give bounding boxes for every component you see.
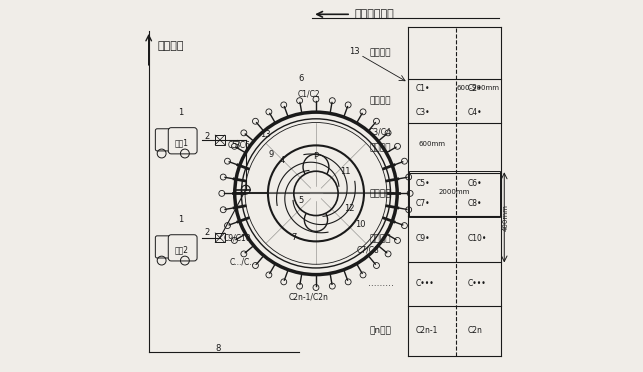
- Text: 第n层土: 第n层土: [370, 326, 392, 336]
- Text: 2000mm: 2000mm: [439, 189, 470, 195]
- Text: C5/C6: C5/C6: [228, 140, 251, 149]
- Text: 3: 3: [234, 141, 239, 150]
- Text: C10•: C10•: [467, 234, 487, 243]
- Text: C2n-1/C2n: C2n-1/C2n: [289, 292, 329, 301]
- Text: P: P: [313, 152, 318, 161]
- Text: C7/C8: C7/C8: [357, 246, 379, 255]
- Text: 第三层土: 第三层土: [370, 144, 392, 153]
- Text: 10: 10: [356, 220, 366, 229]
- Bar: [409, 171, 500, 217]
- Text: C1/C2: C1/C2: [297, 89, 320, 98]
- Text: C2n-1: C2n-1: [415, 326, 438, 336]
- Text: 1: 1: [179, 215, 184, 224]
- Text: 7: 7: [291, 233, 296, 242]
- Text: 600mm: 600mm: [419, 141, 446, 147]
- Text: C9•: C9•: [415, 234, 430, 243]
- Text: C1•: C1•: [415, 84, 430, 93]
- FancyBboxPatch shape: [156, 129, 174, 151]
- Text: 槽车1: 槽车1: [174, 138, 188, 147]
- Text: C.../C...: C.../C...: [229, 258, 257, 267]
- Text: 1: 1: [179, 108, 184, 117]
- Text: 12: 12: [344, 203, 354, 213]
- Text: 11: 11: [340, 167, 350, 176]
- Text: 第一层土: 第一层土: [370, 49, 392, 58]
- Text: 排向大气: 排向大气: [157, 41, 184, 51]
- Text: 盾构推进方向: 盾构推进方向: [355, 9, 394, 19]
- Text: 第五层土: 第五层土: [370, 234, 392, 243]
- Text: C2n: C2n: [467, 326, 482, 336]
- Text: C2•: C2•: [467, 84, 482, 93]
- Text: .........: .........: [368, 279, 394, 288]
- FancyBboxPatch shape: [168, 235, 197, 261]
- Text: 13: 13: [349, 47, 360, 56]
- Text: 6: 6: [298, 74, 304, 83]
- Text: C•••: C•••: [467, 279, 486, 288]
- Bar: [215, 233, 225, 243]
- Circle shape: [294, 171, 338, 215]
- Text: 9: 9: [269, 150, 274, 159]
- Text: C6•: C6•: [467, 179, 482, 188]
- Text: C3•: C3•: [415, 108, 430, 117]
- Text: 8: 8: [215, 344, 221, 353]
- Bar: [215, 135, 225, 145]
- Text: 2: 2: [204, 132, 210, 141]
- Text: 2: 2: [204, 228, 210, 237]
- Text: 4: 4: [280, 155, 285, 165]
- FancyBboxPatch shape: [168, 128, 197, 154]
- Text: 槽车2: 槽车2: [174, 245, 188, 254]
- Text: C7•: C7•: [415, 199, 430, 208]
- Text: C3/C4: C3/C4: [368, 128, 392, 137]
- Text: C9/C10: C9/C10: [223, 234, 251, 243]
- Text: 13: 13: [260, 131, 271, 140]
- Text: C•••: C•••: [415, 279, 435, 288]
- Text: 600-900mm: 600-900mm: [457, 85, 500, 91]
- Text: C4•: C4•: [467, 108, 482, 117]
- Text: 第二层土: 第二层土: [370, 97, 392, 106]
- Text: C5•: C5•: [415, 179, 430, 188]
- Text: C8•: C8•: [467, 199, 482, 208]
- Text: 400mm: 400mm: [503, 204, 509, 231]
- Text: 5: 5: [298, 196, 304, 205]
- FancyBboxPatch shape: [156, 236, 174, 258]
- Text: 第四层土: 第四层土: [370, 190, 392, 199]
